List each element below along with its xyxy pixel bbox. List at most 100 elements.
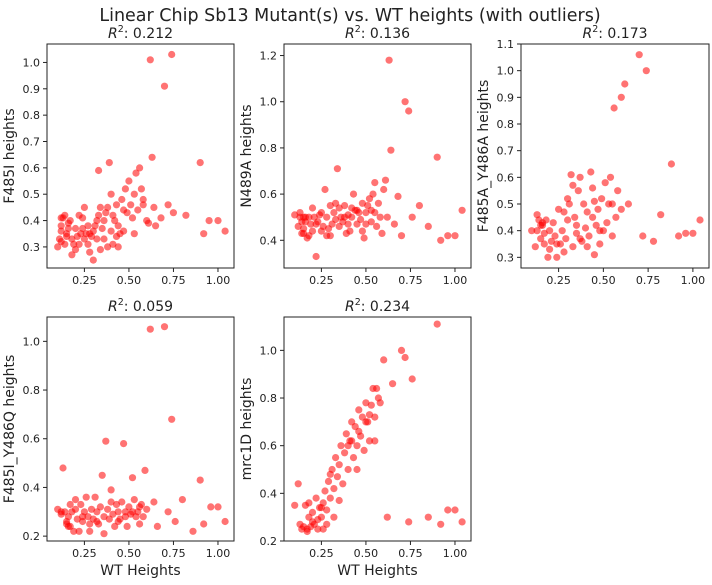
data-point (360, 446, 368, 454)
data-point (321, 487, 329, 495)
data-point (408, 213, 416, 221)
data-point (111, 217, 119, 225)
data-point (93, 235, 101, 243)
x-axis-label: WT Heights (337, 563, 417, 579)
data-point (397, 346, 406, 354)
data-point (178, 496, 186, 504)
data-point (344, 220, 352, 228)
data-point (128, 474, 137, 482)
data-point (612, 213, 620, 221)
data-point (87, 505, 96, 513)
data-point (349, 190, 358, 198)
data-point (157, 214, 165, 222)
data-point (444, 506, 452, 514)
data-point (583, 208, 591, 216)
data-point (146, 325, 154, 333)
data-point (537, 235, 545, 243)
data-point (369, 190, 377, 198)
data-point (362, 220, 370, 228)
data-point (128, 508, 137, 516)
data-point (335, 461, 343, 469)
y-tick-label: 0.6 (497, 171, 515, 184)
x-tick-label: 1.00 (681, 274, 706, 287)
y-tick-label: 0.5 (497, 198, 515, 211)
data-point (355, 406, 363, 414)
data-point (348, 437, 356, 445)
x-tick-label: 0.75 (161, 547, 186, 560)
data-point (150, 203, 158, 211)
x-tick-label: 1.00 (443, 274, 468, 287)
data-point (139, 513, 147, 521)
data-point (349, 454, 358, 462)
data-point (121, 513, 129, 521)
data-point (390, 220, 398, 228)
data-point (100, 217, 108, 225)
data-point (424, 222, 432, 230)
data-point (57, 222, 65, 230)
data-point (333, 473, 341, 481)
data-point (581, 224, 590, 232)
data-point (608, 232, 616, 240)
data-point (118, 195, 126, 204)
data-point (102, 437, 110, 445)
data-point (380, 356, 388, 364)
y-tick-label: 0.5 (23, 188, 41, 201)
subplot-4: 0.25 0.50 0.75 1.00 0.2 0.4 0.6 0.8 1.0 R2: 0.059… (2, 297, 235, 579)
data-point (576, 173, 584, 181)
data-point (104, 505, 112, 513)
data-point (57, 238, 65, 246)
data-point (348, 213, 356, 221)
data-point (564, 216, 572, 224)
y-tick-label: 0.8 (497, 118, 515, 131)
data-point (533, 227, 541, 235)
data-point (305, 499, 313, 507)
data-point (77, 500, 85, 509)
data-point (337, 442, 345, 450)
data-point (200, 230, 208, 238)
data-point (303, 525, 311, 533)
data-point (383, 513, 391, 521)
data-point (572, 221, 581, 229)
x-tick-label: 0.25 (72, 547, 97, 560)
data-point (437, 236, 445, 244)
data-point (362, 399, 370, 407)
data-point (639, 232, 647, 240)
data-point (143, 505, 151, 513)
data-point (642, 67, 650, 75)
data-point (125, 177, 133, 185)
data-point (114, 508, 122, 516)
data-point (214, 217, 222, 225)
subplot-2: 0.25 0.50 0.75 1.00 0.4 0.6 0.8 1.0 1.2 R2: 0.136… (239, 24, 472, 287)
data-point (583, 243, 591, 251)
data-point (91, 493, 99, 501)
axes-frame (283, 43, 472, 269)
data-point (358, 227, 366, 235)
data-point (64, 224, 72, 233)
data-point (128, 214, 137, 222)
data-point (589, 184, 597, 192)
data-point (614, 187, 622, 195)
data-point (635, 51, 643, 59)
data-point (127, 201, 135, 209)
data-point (136, 520, 144, 528)
data-point (107, 227, 115, 235)
x-tick-label: 0.50 (117, 274, 142, 287)
data-point (160, 323, 169, 331)
data-point (89, 256, 97, 264)
data-point (599, 227, 608, 235)
data-point (401, 353, 409, 362)
data-point (376, 213, 384, 221)
data-point (214, 503, 222, 511)
x-tick-label: 0.50 (117, 547, 142, 560)
data-point (112, 232, 121, 240)
data-point (75, 211, 83, 219)
data-point (326, 470, 334, 478)
x-tick-label: 0.50 (354, 547, 379, 560)
data-point (171, 517, 179, 526)
x-tick-label: 1.00 (206, 547, 231, 560)
data-point (562, 235, 570, 243)
data-point (332, 454, 340, 462)
data-point (323, 232, 331, 240)
data-point (528, 227, 536, 235)
data-point (405, 518, 413, 526)
